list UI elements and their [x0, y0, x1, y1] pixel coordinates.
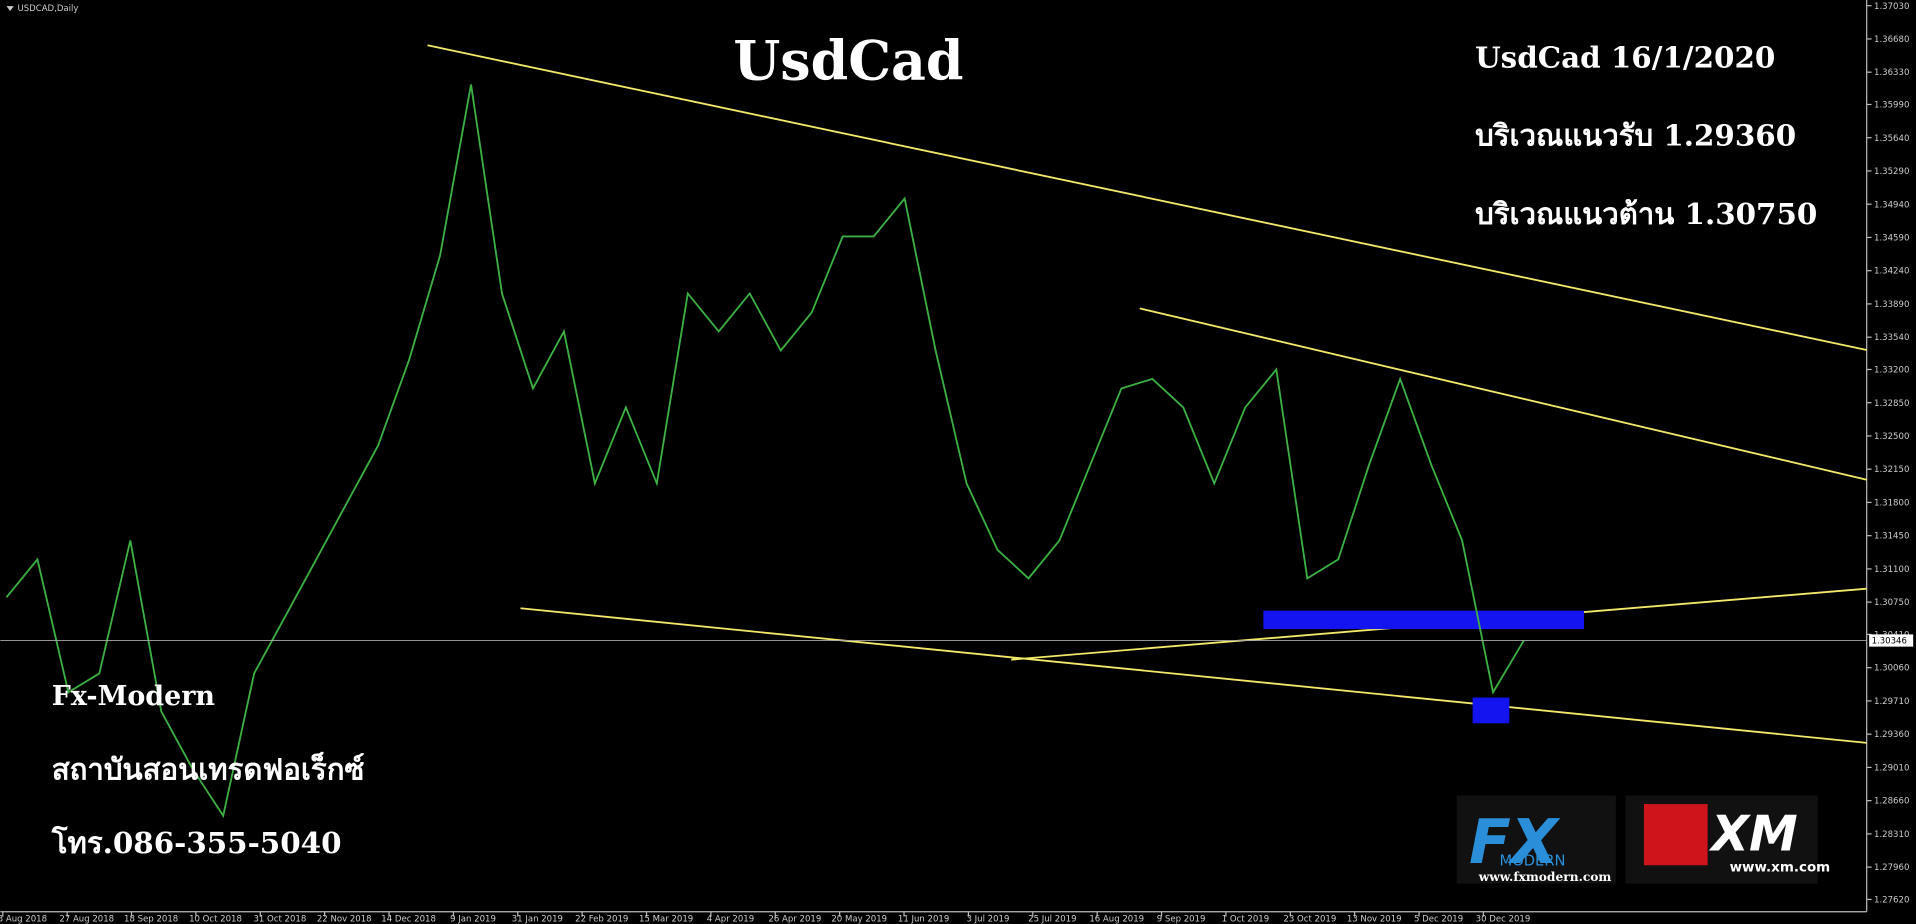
y-tick-label: 1.29010	[1874, 763, 1909, 773]
y-tick-label: 1.36330	[1874, 68, 1909, 78]
resistance-zone	[1263, 610, 1584, 630]
x-tick-label: 31 Oct 2018	[253, 915, 306, 924]
phone: โทร.086-355-5040	[51, 825, 342, 860]
brand: Fx-Modern	[52, 681, 215, 712]
y-tick-label: 1.31450	[1874, 532, 1909, 542]
x-tick-label: 23 Oct 2019	[1283, 915, 1336, 924]
y-tick-label: 1.31800	[1874, 498, 1909, 508]
x-tick-label: 13 Nov 2019	[1347, 915, 1402, 924]
fx-logo-sub: MODERN	[1500, 852, 1566, 869]
xm-url: www.xm.com	[1730, 860, 1831, 875]
y-tick-label: 1.32850	[1874, 399, 1909, 409]
y-tick-label: 1.34240	[1874, 267, 1909, 277]
y-tick-label: 1.35290	[1874, 167, 1909, 177]
y-tick-label: 1.36680	[1874, 35, 1909, 45]
logos: FX MODERN www.fxmodern.com XM www.xm.com	[1456, 795, 1831, 884]
y-tick-label: 1.35990	[1874, 101, 1909, 111]
x-tick-label: 3 Jul 2019	[967, 915, 1010, 924]
x-tick-label: 9 Jan 2019	[450, 915, 496, 924]
x-tick-label: 5 Dec 2019	[1414, 915, 1463, 924]
price-line	[5, 84, 1525, 819]
resistance-note: บริเวณแนวต้าน 1.30750	[1475, 196, 1817, 231]
x-tick-label: 18 Sep 2018	[124, 915, 178, 924]
fx-url: www.fxmodern.com	[1478, 870, 1612, 884]
y-tick-label: 1.27960	[1874, 863, 1909, 873]
x-tick-label: 22 Nov 2018	[317, 915, 372, 924]
x-tick-label: 31 Jan 2019	[512, 915, 563, 924]
x-tick-label: 22 Feb 2019	[575, 915, 628, 924]
x-tick-label: 26 Apr 2019	[768, 915, 821, 924]
x-tick-label: 3 Aug 2018	[0, 915, 47, 924]
annotations: UsdCad UsdCad 16/1/2020 บริเวณแนวรับ 1.2…	[51, 29, 1818, 860]
x-tick-label: 1 Oct 2019	[1222, 915, 1269, 924]
support-zone	[1472, 697, 1510, 724]
x-tick-label: 11 Jun 2019	[898, 915, 949, 924]
x-tick-label: 10 Oct 2018	[189, 915, 242, 924]
y-tick-label: 1.32150	[1874, 465, 1909, 475]
y-tick-label: 1.33890	[1874, 300, 1909, 310]
trend-lines	[427, 44, 1867, 744]
y-tick-label: 1.29710	[1874, 697, 1909, 707]
price-layer	[5, 84, 1525, 819]
y-tick-label: 1.35640	[1874, 134, 1909, 144]
y-tick-label: 1.30060	[1874, 664, 1909, 674]
institute: สถาบันสอนเทรดฟอเร็กซ์	[52, 752, 365, 787]
x-tick-label: 20 May 2019	[831, 915, 887, 924]
x-tick-label: 9 Sep 2019	[1157, 915, 1206, 924]
x-tick-label: 16 Aug 2019	[1089, 915, 1144, 924]
y-tick-label: 1.30750	[1874, 598, 1909, 608]
x-tick-label: 4 Apr 2019	[707, 915, 754, 924]
xm-bull	[1643, 804, 1708, 866]
y-tick-label: 1.33540	[1874, 333, 1909, 343]
x-tick-label: 30 Dec 2019	[1476, 915, 1531, 924]
x-tick-label: 25 Jul 2019	[1028, 915, 1076, 924]
support-note: บริเวณแนวรับ 1.29360	[1475, 118, 1796, 153]
y-tick-label: 1.27620	[1874, 895, 1909, 905]
date-note: UsdCad 16/1/2020	[1475, 39, 1775, 74]
y-tick-label: 1.34590	[1874, 233, 1909, 243]
x-tick-label: 15 Mar 2019	[639, 915, 693, 924]
fx-logo: FX	[1469, 807, 1561, 878]
last-price-tag	[1869, 634, 1914, 647]
y-tick-label: 1.28310	[1874, 830, 1909, 840]
heading: UsdCad	[733, 29, 963, 93]
x-tick-label: 14 Dec 2018	[381, 915, 436, 924]
y-tick-label: 1.28660	[1874, 797, 1909, 807]
y-tick-label: 1.31100	[1874, 565, 1909, 575]
y-tick-label: 1.37030	[1874, 2, 1909, 12]
y-tick-label: 1.32500	[1874, 432, 1909, 442]
y-tick-label: 1.33200	[1874, 366, 1909, 376]
x-tick-label: 27 Aug 2018	[59, 915, 114, 924]
xm-logo: XM	[1708, 806, 1797, 863]
symbol-label: USDCAD,Daily	[17, 4, 78, 14]
last-price-label: 1.30346	[1872, 637, 1907, 647]
y-tick-label: 1.34940	[1874, 200, 1909, 210]
fx-logo-box	[1456, 795, 1616, 884]
symbol-menu[interactable]	[6, 6, 14, 12]
y-tick-label: 1.29360	[1874, 730, 1909, 740]
